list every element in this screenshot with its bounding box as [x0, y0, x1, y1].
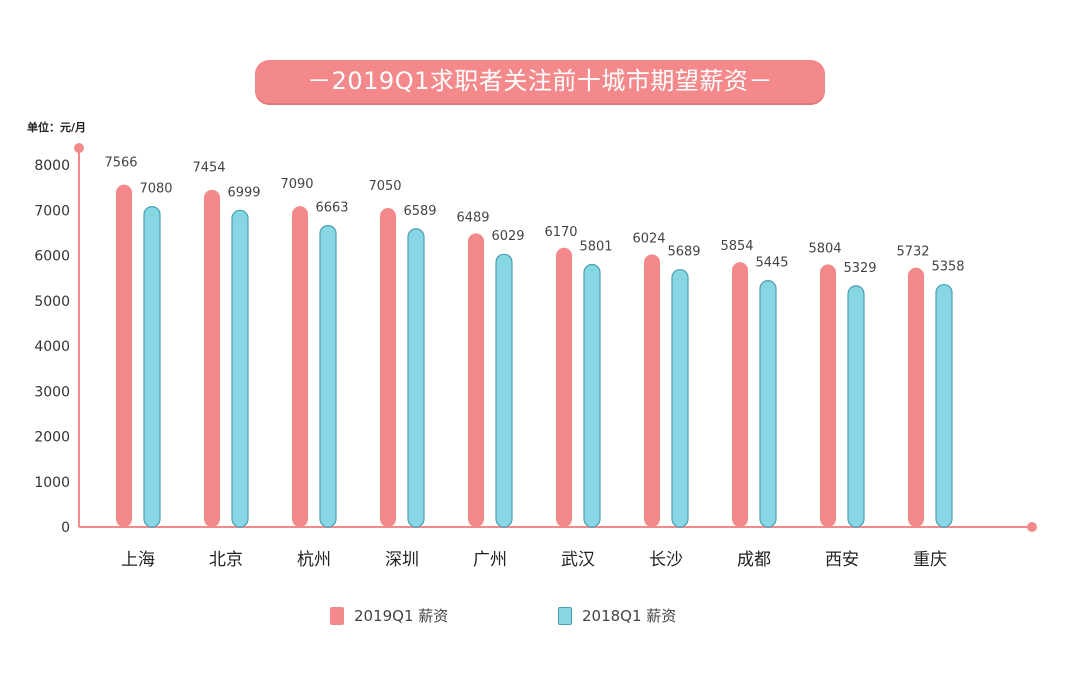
legend: 2019Q1 薪资 2018Q1 薪资 [0, 605, 1080, 635]
data-label-2018q1: 5689 [667, 245, 700, 260]
data-label-2019q1: 6024 [632, 231, 665, 246]
bar-2019q1 [380, 207, 396, 528]
bar-2018q1 [671, 268, 689, 528]
bar-2018q1 [847, 285, 865, 528]
legend-swatch-2018 [558, 606, 572, 625]
bar-2019q1 [644, 254, 660, 527]
bar-2018q1 [583, 263, 601, 528]
data-label-2019q1: 6170 [544, 225, 577, 240]
x-category-label: 长沙 [649, 550, 683, 570]
data-label-2018q1: 6029 [491, 229, 524, 244]
bar-2018q1 [495, 253, 513, 528]
data-label-2019q1: 6489 [456, 210, 489, 225]
x-category-label: 北京 [209, 550, 243, 570]
y-tick-label: 2000 [34, 430, 70, 446]
data-label-2018q1: 5801 [579, 240, 612, 255]
x-axis-end-dot [1027, 522, 1037, 532]
legend-item-2019: 2019Q1 薪资 [330, 605, 448, 626]
data-label-2019q1: 7566 [104, 156, 137, 171]
bar-2019q1 [204, 189, 220, 528]
y-tick-label: 4000 [34, 339, 70, 355]
bar-2018q1 [143, 206, 161, 528]
bar-2018q1 [231, 209, 249, 528]
data-label-2018q1: 6589 [403, 204, 436, 219]
bar-chart: 单位：元/月 0 1000 2000 3000 4000 5000 6000 7000 8000 7… [27, 120, 1037, 570]
y-tick-label: 7000 [34, 203, 70, 219]
bar-2019q1 [468, 233, 484, 528]
x-category-label: 西安 [825, 550, 859, 570]
bar-2018q1 [935, 283, 953, 528]
y-axis-end-dot [74, 143, 84, 153]
chart-title: －2019Q1求职者关注前十城市期望薪资－ [255, 60, 825, 103]
legend-swatch-2019 [330, 606, 344, 625]
data-label-2019q1: 5854 [720, 239, 753, 254]
x-category-label: 武汉 [561, 550, 595, 570]
x-category-label: 重庆 [913, 550, 947, 570]
data-label-2018q1: 6663 [315, 200, 348, 215]
bar-2019q1 [292, 206, 308, 528]
y-tick-label: 6000 [34, 249, 70, 265]
bar-2019q1 [908, 267, 924, 527]
y-tick-label: 8000 [34, 158, 70, 174]
data-label-2018q1: 5358 [931, 260, 964, 275]
y-tick-label: 0 [61, 520, 70, 536]
x-category-label: 成都 [737, 550, 771, 570]
data-label-2019q1: 5804 [808, 241, 841, 256]
y-tick-label: 5000 [34, 294, 70, 310]
y-tick-label: 1000 [34, 475, 70, 491]
x-category-label: 广州 [473, 550, 507, 570]
y-axis-unit-label: 单位：元/月 [27, 120, 86, 134]
bar-2019q1 [556, 247, 572, 527]
data-label-2018q1: 6999 [227, 185, 260, 200]
bar-2019q1 [820, 264, 836, 527]
legend-label-2019: 2019Q1 薪资 [354, 607, 449, 625]
data-label-2019q1: 5732 [896, 245, 929, 260]
data-label-2018q1: 5445 [755, 256, 788, 271]
data-label-2019q1: 7090 [280, 177, 313, 192]
bar-2018q1 [319, 224, 337, 528]
x-category-label: 上海 [121, 550, 155, 570]
data-label-2019q1: 7454 [192, 161, 225, 176]
x-category-label: 杭州 [297, 550, 331, 570]
y-tick-label: 3000 [34, 384, 70, 400]
bar-2018q1 [759, 280, 777, 528]
x-category-label: 深圳 [385, 550, 419, 570]
data-label-2019q1: 7050 [368, 179, 401, 194]
bar-2019q1 [732, 262, 748, 527]
bar-2019q1 [116, 184, 132, 528]
legend-label-2018: 2018Q1 薪资 [582, 607, 677, 625]
legend-item-2018: 2018Q1 薪资 [558, 605, 676, 626]
data-label-2018q1: 7080 [139, 182, 172, 197]
data-label-2018q1: 5329 [843, 261, 876, 276]
bar-2018q1 [407, 228, 425, 528]
